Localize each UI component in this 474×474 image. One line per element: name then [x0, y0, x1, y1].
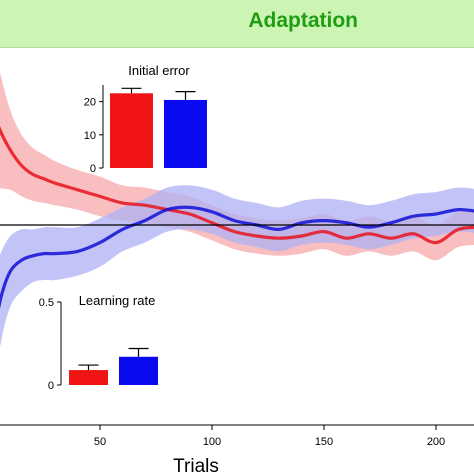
header-title: Adaptation — [248, 9, 358, 32]
bar-1 — [69, 370, 108, 385]
x-axis-label: Trials — [173, 456, 219, 474]
x-tick-label-100: 100 — [203, 436, 221, 448]
inset-learning-rate: 00.5 — [39, 297, 158, 392]
header-banner: Adaptation — [0, 0, 474, 48]
inset-y-tick-label-0: 0 — [48, 380, 54, 392]
bar-2 — [164, 99, 207, 168]
inset-y-tick-label-0.5: 0.5 — [39, 297, 54, 309]
bar-1 — [110, 93, 153, 168]
inset-y-tick-label-10: 10 — [84, 130, 96, 142]
inset-initial-error: 0 10 20 — [84, 85, 207, 175]
inset-y-tick-label-20: 20 — [84, 97, 96, 109]
series-1-line — [0, 125, 474, 245]
x-tick-label-50: 50 — [94, 436, 106, 448]
inset-learning-rate-title: Learning rate — [79, 293, 156, 308]
x-tick-label-150: 150 — [315, 436, 333, 448]
inset-y-tick-label-0: 0 — [90, 163, 96, 175]
main-plot: 50 100 150 200 — [0, 72, 474, 448]
x-tick-label-200: 200 — [427, 436, 445, 448]
bar-2 — [119, 356, 158, 385]
series-2-error-band — [0, 185, 474, 348]
inset-initial-error-title: Initial error — [128, 63, 190, 78]
